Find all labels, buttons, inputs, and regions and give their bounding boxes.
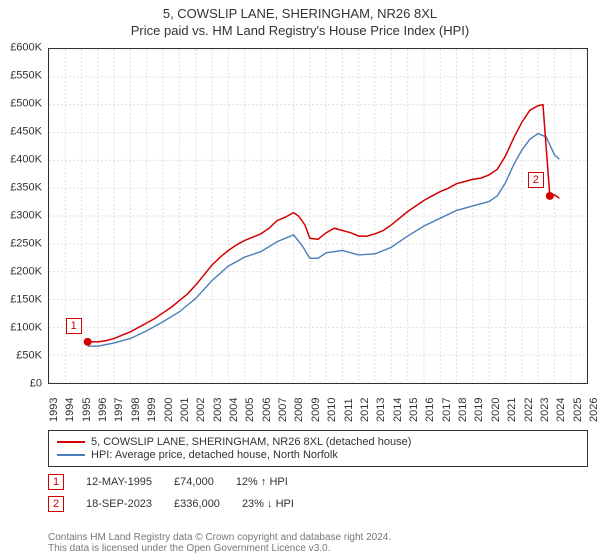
x-tick-label: 1998: [130, 398, 142, 422]
price-chart-container: 5, COWSLIP LANE, SHERINGHAM, NR26 8XL Pr…: [0, 0, 600, 560]
y-tick-label: £450K: [10, 127, 42, 138]
x-tick-label: 2023: [539, 398, 551, 422]
y-tick-label: £400K: [10, 155, 42, 166]
sale-price: £336,000: [174, 498, 220, 510]
legend-item: 5, COWSLIP LANE, SHERINGHAM, NR26 8XL (d…: [57, 436, 579, 448]
sale-marker-label: 2: [528, 172, 544, 188]
chart-svg: [49, 49, 587, 383]
plot-area: 12: [48, 48, 588, 384]
sale-date: 18-SEP-2023: [86, 498, 152, 510]
x-tick-label: 2020: [490, 398, 502, 422]
y-tick-label: £0: [30, 379, 42, 390]
x-tick-label: 2005: [244, 398, 256, 422]
y-tick-label: £500K: [10, 99, 42, 110]
sale-price: £74,000: [174, 476, 214, 488]
legend-label: HPI: Average price, detached house, Nort…: [91, 449, 338, 461]
y-tick-label: £150K: [10, 295, 42, 306]
sale-markers: [84, 192, 554, 346]
footnote-line: This data is licensed under the Open Gov…: [48, 543, 588, 554]
legend: 5, COWSLIP LANE, SHERINGHAM, NR26 8XL (d…: [48, 430, 588, 467]
x-tick-label: 2022: [523, 398, 535, 422]
x-tick-label: 2026: [588, 398, 600, 422]
hpi-line: [88, 134, 560, 347]
y-tick-label: £600K: [10, 43, 42, 54]
x-tick-label: 2016: [424, 398, 436, 422]
y-tick-label: £50K: [16, 351, 42, 362]
x-tick-label: 2002: [195, 398, 207, 422]
x-tick-label: 2006: [261, 398, 273, 422]
x-tick-label: 2012: [359, 398, 371, 422]
sale-number-box: 1: [48, 474, 64, 490]
sale-marker-dot: [546, 192, 554, 200]
x-tick-label: 2007: [277, 398, 289, 422]
legend-swatch: [57, 454, 85, 456]
footnote-line: Contains HM Land Registry data © Crown c…: [48, 532, 588, 543]
sale-number-box: 2: [48, 496, 64, 512]
legend-label: 5, COWSLIP LANE, SHERINGHAM, NR26 8XL (d…: [91, 436, 411, 448]
y-axis-labels: £0£50K£100K£150K£200K£250K£300K£350K£400…: [0, 48, 46, 384]
property-line: [88, 105, 560, 342]
x-tick-label: 2017: [441, 398, 453, 422]
x-tick-label: 2003: [212, 398, 224, 422]
x-tick-label: 2025: [572, 398, 584, 422]
sale-delta: 12% ↑ HPI: [236, 476, 288, 488]
sale-date: 12-MAY-1995: [86, 476, 152, 488]
x-tick-label: 2008: [293, 398, 305, 422]
y-tick-label: £300K: [10, 211, 42, 222]
x-tick-label: 2021: [506, 398, 518, 422]
footnote: Contains HM Land Registry data © Crown c…: [48, 532, 588, 554]
y-tick-label: £250K: [10, 239, 42, 250]
chart-title-address: 5, COWSLIP LANE, SHERINGHAM, NR26 8XL: [0, 6, 600, 21]
x-tick-label: 2011: [343, 398, 355, 422]
x-tick-label: 2019: [473, 398, 485, 422]
x-axis-labels: 1993 1994 1995 1996 1997 1998 1999 2000 2001 2002…: [48, 386, 588, 426]
x-tick-label: 1994: [64, 398, 76, 422]
y-tick-label: £550K: [10, 71, 42, 82]
legend-swatch: [57, 441, 85, 443]
y-tick-label: £100K: [10, 323, 42, 334]
x-tick-label: 2004: [228, 398, 240, 422]
x-tick-label: 1996: [97, 398, 109, 422]
x-tick-label: 2000: [163, 398, 175, 422]
x-tick-label: 2018: [457, 398, 469, 422]
chart-title-subtitle: Price paid vs. HM Land Registry's House …: [0, 23, 600, 38]
chart-titles: 5, COWSLIP LANE, SHERINGHAM, NR26 8XL Pr…: [0, 0, 600, 38]
sale-delta: 23% ↓ HPI: [242, 498, 294, 510]
sale-row: 1 12-MAY-1995 £74,000 12% ↑ HPI: [48, 474, 588, 490]
y-tick-label: £350K: [10, 183, 42, 194]
sale-row: 2 18-SEP-2023 £336,000 23% ↓ HPI: [48, 496, 588, 512]
x-tick-label: 1995: [81, 398, 93, 422]
x-tick-label: 2024: [555, 398, 567, 422]
x-tick-label: 2001: [179, 398, 191, 422]
y-tick-label: £200K: [10, 267, 42, 278]
x-tick-label: 2010: [326, 398, 338, 422]
x-tick-label: 2009: [310, 398, 322, 422]
x-tick-label: 1999: [146, 398, 158, 422]
sale-marker-label: 1: [66, 318, 82, 334]
x-tick-label: 2015: [408, 398, 420, 422]
sale-marker-dot: [84, 338, 92, 346]
x-tick-label: 2013: [375, 398, 387, 422]
x-tick-label: 1993: [48, 398, 60, 422]
x-tick-label: 2014: [392, 398, 404, 422]
legend-item: HPI: Average price, detached house, Nort…: [57, 449, 579, 461]
x-tick-label: 1997: [113, 398, 125, 422]
